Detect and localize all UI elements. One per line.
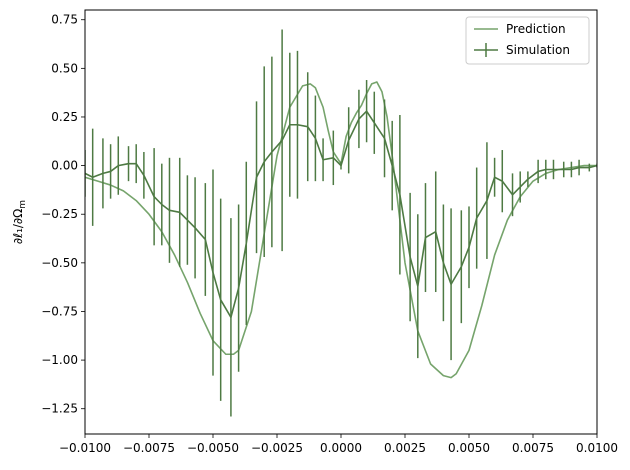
x-tick-label: −0.0100 bbox=[59, 441, 111, 455]
x-tick-label: −0.0025 bbox=[251, 441, 303, 455]
y-tick-label: −0.75 bbox=[41, 304, 78, 318]
y-axis-label-subscript: m bbox=[18, 200, 28, 209]
series-layer bbox=[85, 29, 597, 417]
y-axis: −1.25 −1.00 −0.75 −0.50 −0.25 0.00 0.25 0.50 0.7… bbox=[41, 13, 85, 416]
y-tick-label: 0.75 bbox=[51, 13, 78, 27]
y-tick-label: 0.25 bbox=[51, 110, 78, 124]
y-tick-label: −0.25 bbox=[41, 207, 78, 221]
x-tick-label: −0.0075 bbox=[123, 441, 175, 455]
legend-item-prediction: Prediction bbox=[474, 22, 566, 36]
x-tick-label: −0.0050 bbox=[187, 441, 239, 455]
legend-label: Prediction bbox=[506, 22, 566, 36]
series-line-simulation bbox=[85, 110, 597, 319]
y-tick-label: 0.00 bbox=[51, 159, 78, 173]
y-tick-label: −0.50 bbox=[41, 256, 78, 270]
plot-area bbox=[85, 29, 597, 417]
y-axis-label-main: ∂ℓ₁/∂Ω bbox=[11, 209, 25, 244]
x-tick-label: 0.0100 bbox=[576, 441, 618, 455]
legend-label: Simulation bbox=[506, 43, 570, 57]
x-tick-label: 0.0075 bbox=[512, 441, 554, 455]
x-axis: −0.0100 −0.0075 −0.0050 −0.0025 0.0000 0.0025… bbox=[59, 434, 618, 455]
legend: Prediction Simulation bbox=[465, 16, 590, 65]
legend-item-simulation: Simulation bbox=[474, 43, 570, 57]
x-tick-label: 0.0050 bbox=[448, 441, 490, 455]
y-axis-label: ∂ℓ₁/∂Ωm bbox=[11, 200, 28, 244]
y-tick-label: 0.50 bbox=[51, 61, 78, 75]
series-simulation bbox=[85, 29, 597, 417]
x-tick-label: 0.0000 bbox=[320, 441, 362, 455]
y-tick-label: −1.25 bbox=[41, 402, 78, 416]
y-tick-label: −1.00 bbox=[41, 353, 78, 367]
x-tick-label: 0.0025 bbox=[384, 441, 426, 455]
